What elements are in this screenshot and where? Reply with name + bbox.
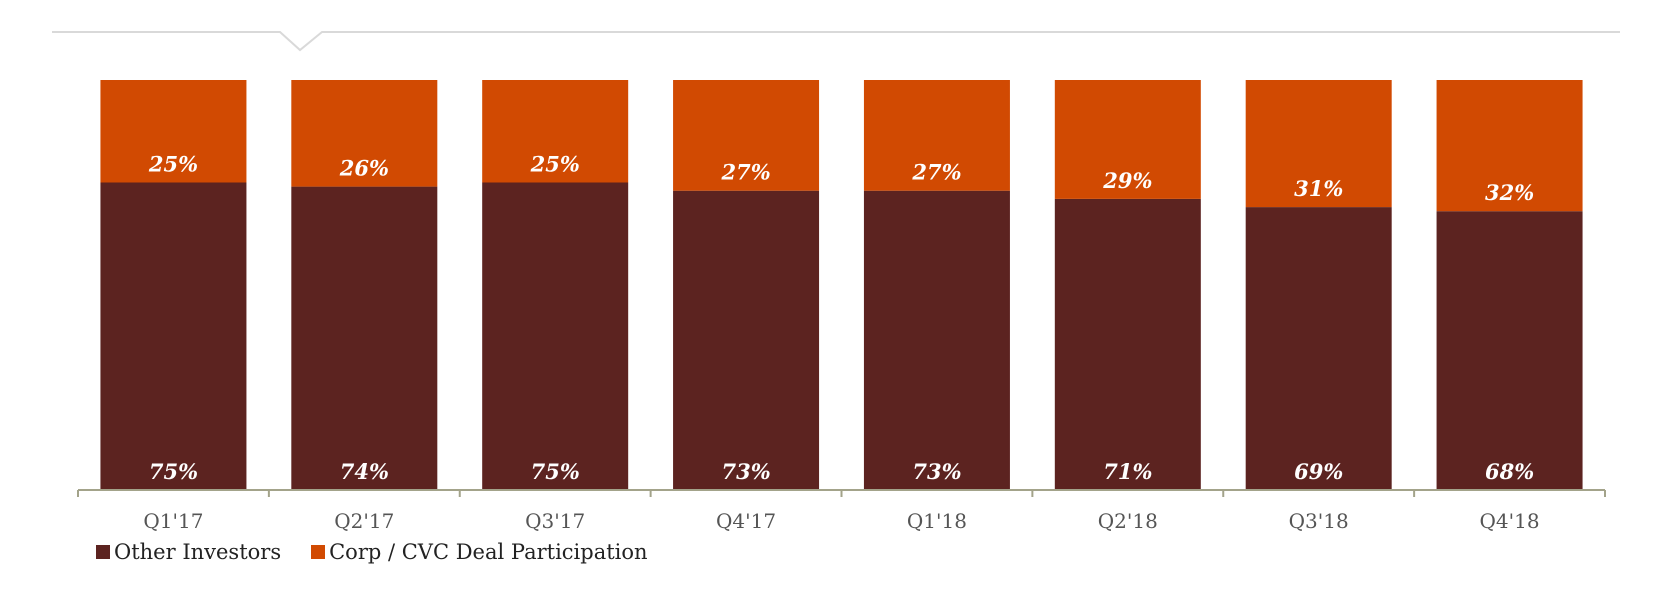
- x-tick-label-q3-18: Q3'18: [1289, 509, 1349, 533]
- bar-corp-cvc-q1-18: [863, 80, 1010, 191]
- label-corp-cvc-q3-18: 31%: [1294, 176, 1343, 201]
- bars-group: [100, 80, 1583, 490]
- label-corp-cvc-q4-17: 27%: [720, 160, 770, 185]
- label-corp-cvc-q4-18: 32%: [1485, 180, 1534, 205]
- x-tick-label-q1-17: Q1'17: [143, 509, 203, 533]
- legend-swatch-other-investors: [96, 545, 110, 559]
- bar-other-investors-q2-17: [291, 186, 438, 490]
- bar-corp-cvc-q2-17: [291, 80, 438, 187]
- bar-other-investors-q4-18: [1436, 211, 1583, 490]
- label-other-investors-q4-17: 73%: [721, 459, 770, 484]
- label-corp-cvc-q1-17: 25%: [148, 152, 198, 177]
- bar-corp-cvc-q1-17: [100, 80, 247, 183]
- bar-corp-cvc-q4-17: [673, 80, 820, 191]
- bar-value-labels: 75% 25% 74% 26% 75% 25% 73% 27% 73% 27% 71% 29% 69% 3…: [148, 152, 1534, 485]
- bar-corp-cvc-q3-18: [1245, 80, 1392, 208]
- x-tick-label-q2-18: Q2'18: [1098, 509, 1158, 533]
- legend-item-corp-cvc: Corp / CVC Deal Participation: [311, 540, 648, 564]
- bar-other-investors-q1-18: [863, 190, 1010, 490]
- label-other-investors-q3-18: 69%: [1294, 459, 1343, 484]
- bar-other-investors-q3-18: [1245, 207, 1392, 490]
- x-tick-label-q4-18: Q4'18: [1480, 509, 1540, 533]
- bar-corp-cvc-q2-18: [1054, 80, 1201, 199]
- header-divider-line: [52, 31, 1620, 52]
- label-corp-cvc-q2-18: 29%: [1102, 168, 1152, 193]
- label-other-investors-q3-17: 75%: [531, 459, 580, 484]
- bar-other-investors-q3-17: [482, 182, 629, 490]
- bar-other-investors-q1-17: [100, 182, 247, 490]
- label-other-investors-q2-18: 71%: [1103, 459, 1152, 484]
- label-other-investors-q1-17: 75%: [149, 459, 198, 484]
- x-tick-label-q1-18: Q1'18: [907, 509, 967, 533]
- legend: Other Investors Corp / CVC Deal Particip…: [96, 540, 678, 564]
- bar-other-investors-q4-17: [673, 190, 820, 490]
- label-corp-cvc-q1-18: 27%: [911, 160, 961, 185]
- legend-label-other-investors: Other Investors: [114, 540, 282, 564]
- label-other-investors-q4-18: 68%: [1485, 459, 1534, 484]
- bar-corp-cvc-q3-17: [482, 80, 629, 183]
- legend-swatch-corp-cvc: [311, 545, 326, 559]
- x-axis-ticks: Q1'17 Q2'17 Q3'17 Q4'17 Q1'18 Q2'18 Q3'18 Q4'18: [77, 490, 1606, 533]
- label-corp-cvc-q3-17: 25%: [530, 152, 580, 177]
- x-tick-label-q2-17: Q2'17: [334, 509, 394, 533]
- bar-corp-cvc-q4-18: [1436, 80, 1583, 212]
- label-other-investors-q2-17: 74%: [340, 459, 389, 484]
- label-other-investors-q1-18: 73%: [912, 459, 961, 484]
- x-tick-label-q3-17: Q3'17: [525, 509, 585, 533]
- legend-label-corp-cvc: Corp / CVC Deal Participation: [329, 540, 648, 564]
- bar-other-investors-q2-18: [1054, 198, 1201, 490]
- legend-item-other-investors: Other Investors: [96, 540, 281, 564]
- label-corp-cvc-q2-17: 26%: [339, 156, 389, 181]
- x-tick-label-q4-17: Q4'17: [716, 509, 776, 533]
